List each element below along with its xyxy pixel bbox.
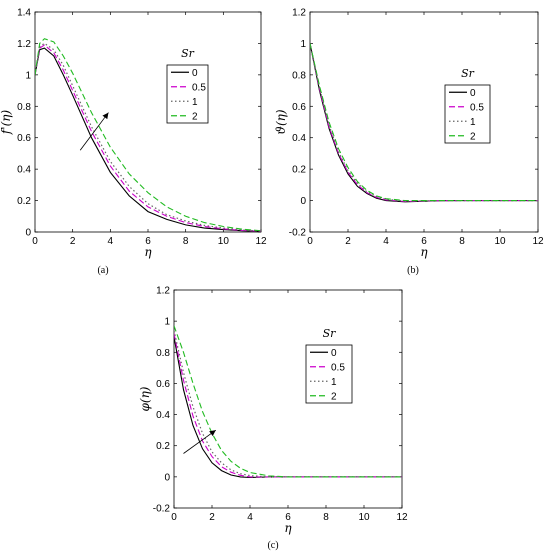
y-tick-label: 0.4 bbox=[292, 133, 306, 144]
x-tick-label: 0 bbox=[32, 236, 38, 247]
series-line-0 bbox=[35, 47, 261, 232]
x-tick-label: 10 bbox=[358, 512, 370, 523]
y-tick-label: 1 bbox=[25, 70, 31, 81]
legend-title: Sr bbox=[323, 327, 337, 340]
series-line-0.5 bbox=[35, 44, 261, 232]
trend-arrow bbox=[183, 429, 217, 454]
y-tick-label: 0.6 bbox=[17, 133, 31, 144]
x-tick-label: 2 bbox=[345, 236, 351, 247]
trend-arrow bbox=[79, 112, 109, 151]
legend-box bbox=[166, 64, 209, 124]
y-tick-label: 0 bbox=[300, 196, 306, 207]
x-tick-label: 4 bbox=[247, 512, 253, 523]
x-tick-label: 12 bbox=[396, 512, 408, 523]
x-axis-label: η bbox=[144, 245, 152, 259]
y-tick-label: 1 bbox=[300, 39, 306, 50]
x-tick-label: 8 bbox=[459, 236, 465, 247]
legend-entry: 2 bbox=[470, 131, 476, 142]
x-tick-label: 12 bbox=[532, 236, 544, 247]
legend-entry: 0 bbox=[192, 68, 198, 79]
x-tick-label: 8 bbox=[183, 236, 189, 247]
y-tick-label: 0 bbox=[164, 472, 170, 483]
y-tick-label: 0.2 bbox=[156, 441, 170, 452]
legend-entry: 0.5 bbox=[192, 82, 206, 93]
y-tick-label: 1 bbox=[164, 317, 170, 328]
y-tick-label: 0.6 bbox=[156, 379, 170, 390]
series-line-1 bbox=[35, 42, 261, 232]
x-tick-label: 10 bbox=[494, 236, 506, 247]
y-axis-label: φ(η) bbox=[138, 386, 152, 411]
y-tick-label: 0.4 bbox=[156, 410, 170, 421]
series-group bbox=[174, 325, 402, 479]
x-tick-label: 4 bbox=[383, 236, 389, 247]
y-tick-label: 1.2 bbox=[292, 8, 306, 19]
plot-frame bbox=[173, 289, 403, 509]
y-tick-label: 0.2 bbox=[292, 165, 306, 176]
x-tick-label: 2 bbox=[209, 512, 215, 523]
panel-caption: (b) bbox=[407, 265, 419, 276]
series-group bbox=[35, 38, 261, 232]
legend-title: Sr bbox=[181, 47, 195, 60]
panel-b: 0 2 4 6 8 10 12-0.200.20.40.60.811.2ηϑ(η)(b)Sr… bbox=[274, 8, 544, 277]
legend-entry: 2 bbox=[192, 111, 198, 122]
x-tick-label: 10 bbox=[218, 236, 230, 247]
legend-entry: 1 bbox=[331, 377, 337, 388]
panel-caption: (a) bbox=[97, 265, 108, 276]
y-axis-label: f'(η) bbox=[0, 110, 13, 136]
series-line-1 bbox=[310, 43, 538, 202]
legend-box bbox=[444, 84, 491, 144]
x-tick-label: 0 bbox=[171, 512, 177, 523]
x-tick-label: 6 bbox=[421, 236, 427, 247]
panel-c: 0 2 4 6 8 10 12-0.200.20.40.60.811.2ηφ(η)(c)Sr… bbox=[138, 286, 408, 552]
legend-entry: 1 bbox=[192, 97, 198, 108]
y-tick-label: 0.2 bbox=[17, 196, 31, 207]
x-tick-label: 8 bbox=[323, 512, 329, 523]
x-tick-label: 2 bbox=[70, 236, 76, 247]
legend-entry: 0.5 bbox=[470, 102, 484, 113]
y-tick-label: 0.8 bbox=[17, 102, 31, 113]
panel-caption: (c) bbox=[267, 540, 278, 551]
y-tick-label: 0.8 bbox=[156, 348, 170, 359]
y-tick-label: 1.2 bbox=[156, 286, 170, 297]
y-tick-label: 0.8 bbox=[292, 70, 306, 81]
x-axis-label: η bbox=[284, 521, 292, 535]
legend-title: Sr bbox=[461, 67, 475, 80]
x-tick-label: 0 bbox=[307, 236, 313, 247]
legend-entry: 1 bbox=[470, 117, 476, 128]
y-tick-label: -0.2 bbox=[153, 504, 171, 515]
legend-entry: 0.5 bbox=[331, 362, 345, 373]
series-group bbox=[310, 43, 538, 203]
plot-frame bbox=[309, 11, 539, 233]
y-axis-label: ϑ(η) bbox=[274, 109, 288, 134]
x-tick-label: 4 bbox=[108, 236, 114, 247]
trend-arrow-head bbox=[102, 112, 109, 120]
legend-entry: 2 bbox=[331, 391, 337, 402]
y-tick-label: 0.6 bbox=[292, 102, 306, 113]
y-tick-label: 1.4 bbox=[17, 8, 31, 19]
y-tick-label: 0 bbox=[25, 228, 31, 239]
x-axis-label: η bbox=[420, 245, 428, 259]
plot-frame bbox=[34, 11, 262, 233]
trend-arrow-head bbox=[209, 430, 216, 437]
legend-box bbox=[305, 344, 353, 404]
series-line-0.5 bbox=[174, 333, 402, 478]
series-line-2 bbox=[174, 325, 402, 478]
y-tick-label: 1.2 bbox=[17, 39, 31, 50]
panel-a: 0 2 4 6 8 10 1200.20.40.60.811.21.4ηf'(η)(a)Sr… bbox=[0, 8, 267, 277]
y-tick-label: 0.4 bbox=[17, 165, 31, 176]
x-tick-label: 6 bbox=[285, 512, 291, 523]
series-line-2 bbox=[310, 43, 538, 202]
y-tick-label: -0.2 bbox=[289, 228, 307, 239]
legend-entry: 0 bbox=[470, 88, 476, 99]
series-line-2 bbox=[35, 38, 261, 232]
x-tick-label: 12 bbox=[255, 236, 267, 247]
legend-entry: 0 bbox=[331, 348, 337, 359]
x-tick-label: 6 bbox=[145, 236, 151, 247]
